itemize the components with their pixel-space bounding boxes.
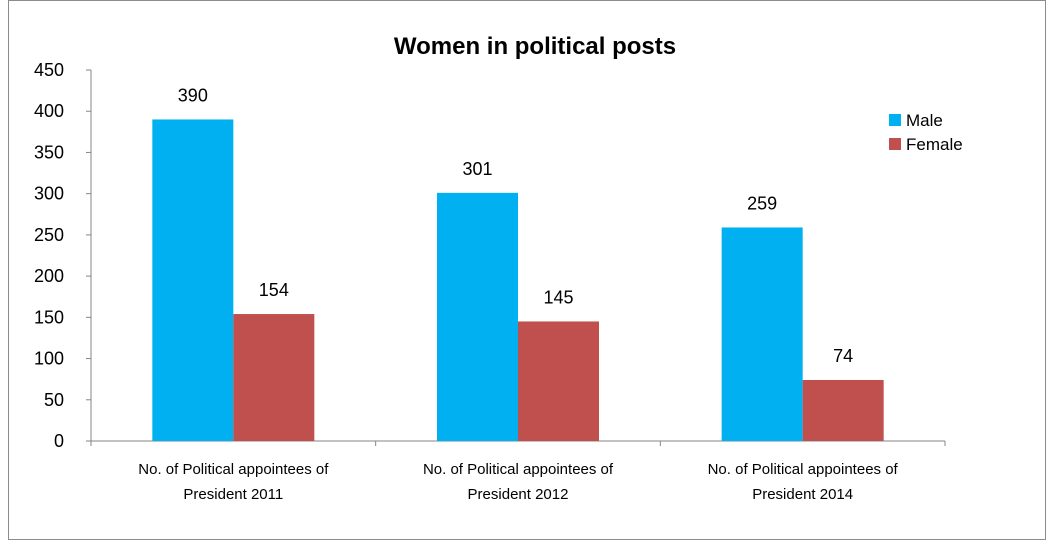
category-label-0: President 2011 bbox=[183, 486, 283, 503]
y-tick-label: 250 bbox=[34, 225, 64, 245]
bar-male-0 bbox=[152, 119, 234, 441]
category-label-1: President 2012 bbox=[468, 486, 569, 503]
legend-swatch-female bbox=[889, 138, 901, 150]
y-tick-label: 150 bbox=[34, 307, 64, 327]
y-tick-label: 450 bbox=[34, 60, 64, 80]
y-axis-ticks: 0 50 100 150 200 250 300 350 400 450 bbox=[34, 60, 91, 451]
y-tick-label: 0 bbox=[54, 431, 64, 451]
y-tick-label: 300 bbox=[34, 184, 64, 204]
bar-female-0 bbox=[233, 314, 315, 441]
y-tick-label: 50 bbox=[44, 390, 64, 410]
bar-male-2 bbox=[721, 227, 803, 441]
data-label-female-2: 74 bbox=[833, 346, 853, 366]
category-label-2: President 2014 bbox=[752, 486, 853, 503]
y-tick-label: 200 bbox=[34, 266, 64, 286]
bar-female-2 bbox=[802, 379, 884, 441]
legend-label-female: Female bbox=[906, 135, 963, 154]
legend-swatch-male bbox=[889, 114, 901, 126]
data-label-male-2: 259 bbox=[747, 193, 777, 213]
y-tick-label: 100 bbox=[34, 349, 64, 369]
category-label-1: No. of Political appointees of bbox=[423, 461, 614, 478]
y-tick-label: 400 bbox=[34, 101, 64, 121]
bars bbox=[152, 119, 884, 441]
bar-female-1 bbox=[518, 321, 599, 441]
data-label-male-1: 301 bbox=[462, 159, 492, 179]
data-label-male-0: 390 bbox=[178, 85, 208, 105]
legend-label-male: Male bbox=[906, 111, 943, 130]
y-tick-label: 350 bbox=[34, 142, 64, 162]
bar-male-1 bbox=[437, 192, 518, 441]
legend: Male Female bbox=[889, 111, 963, 154]
data-label-female-0: 154 bbox=[259, 280, 289, 300]
category-label-2: No. of Political appointees of bbox=[708, 461, 899, 478]
category-labels: No. of Political appointees of President … bbox=[138, 461, 898, 503]
data-label-female-1: 145 bbox=[543, 287, 573, 307]
category-label-0: No. of Political appointees of bbox=[138, 461, 329, 478]
chart-title: Women in political posts bbox=[394, 33, 676, 60]
data-labels: 390 154 301 145 259 74 bbox=[178, 85, 853, 366]
